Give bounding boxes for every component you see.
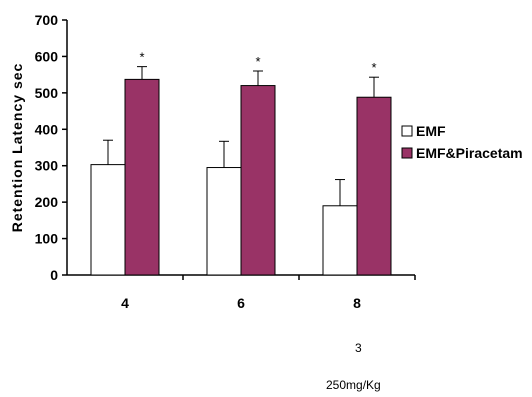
chart-legend: EMF EMF&Piracetam [401, 123, 523, 161]
y-tick-label: 200 [35, 194, 59, 210]
x-tick-label: 4 [121, 295, 129, 311]
legend-swatch [401, 147, 413, 159]
legend-label: EMF [416, 123, 446, 139]
chart-bars: * * * [90, 50, 392, 276]
bar-emf [90, 164, 126, 276]
bar-emf [206, 167, 242, 276]
x-tick-label: 6 [237, 295, 245, 311]
x-tick-label: 8 [353, 295, 361, 311]
y-tick-label: 300 [35, 158, 59, 174]
y-axis-title: Retention Latency sec [9, 63, 25, 233]
significance-star: * [371, 60, 376, 75]
y-tick-label: 0 [50, 267, 58, 283]
bar-emf-piracetam [356, 96, 392, 276]
y-tick-label: 500 [35, 85, 59, 101]
footnote-dose: 250mg/Kg [326, 378, 381, 392]
chart-axes: 0 100 200 300 400 500 600 700 Retention Latency … [9, 12, 416, 311]
footnote-number: 3 [355, 341, 362, 355]
significance-star: * [255, 54, 260, 69]
bar-emf-piracetam [240, 85, 276, 276]
bar-emf [322, 205, 358, 276]
significance-star: * [139, 50, 144, 65]
y-tick-label: 600 [35, 48, 59, 64]
legend-label: EMF&Piracetam [416, 145, 523, 161]
bar-emf-piracetam [124, 78, 160, 276]
y-tick-label: 700 [35, 12, 59, 28]
legend-swatch [401, 125, 413, 137]
y-tick-label: 100 [35, 231, 59, 247]
y-tick-label: 400 [35, 121, 59, 137]
